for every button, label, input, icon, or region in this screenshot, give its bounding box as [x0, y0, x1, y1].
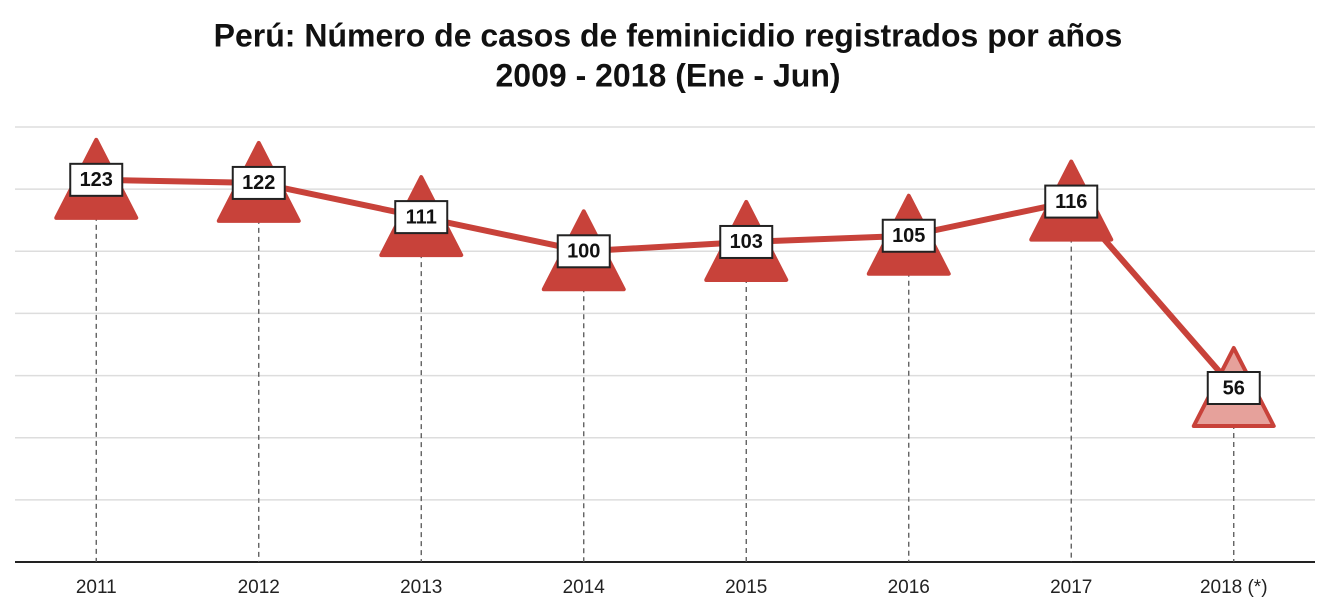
data-label: 105: [892, 225, 925, 247]
x-tick-label: 2013: [400, 577, 442, 598]
label-box: [394, 200, 449, 235]
label-box: [1044, 184, 1099, 219]
label-box: [1206, 371, 1261, 405]
data-label: 116: [1055, 191, 1087, 213]
label-box: [556, 234, 611, 269]
x-tick-label: 2018 (*): [1200, 577, 1268, 598]
data-label: 122: [242, 172, 275, 194]
x-tick-label: 2015: [725, 577, 767, 598]
x-tick-label: 2016: [888, 577, 930, 598]
data-label: 111: [406, 206, 437, 228]
label-box: [231, 165, 286, 200]
x-tick-label: 2011: [76, 577, 117, 598]
series-line: [96, 176, 1237, 390]
label-box: [69, 162, 124, 197]
x-tick-label: 2014: [563, 577, 606, 598]
chart-subtitle: 2009 - 2018 (Ene - Jun): [495, 57, 840, 93]
chart-title: Perú: Número de casos de feminicidio reg…: [214, 17, 1123, 53]
data-label: 56: [1223, 377, 1245, 399]
data-label: 100: [567, 241, 600, 263]
x-tick-label: 2017: [1050, 577, 1092, 598]
data-label: 103: [730, 231, 763, 253]
data-label: 123: [80, 169, 113, 191]
label-box: [881, 218, 936, 253]
x-tick-label: 2012: [238, 577, 280, 598]
label-box: [719, 224, 774, 259]
